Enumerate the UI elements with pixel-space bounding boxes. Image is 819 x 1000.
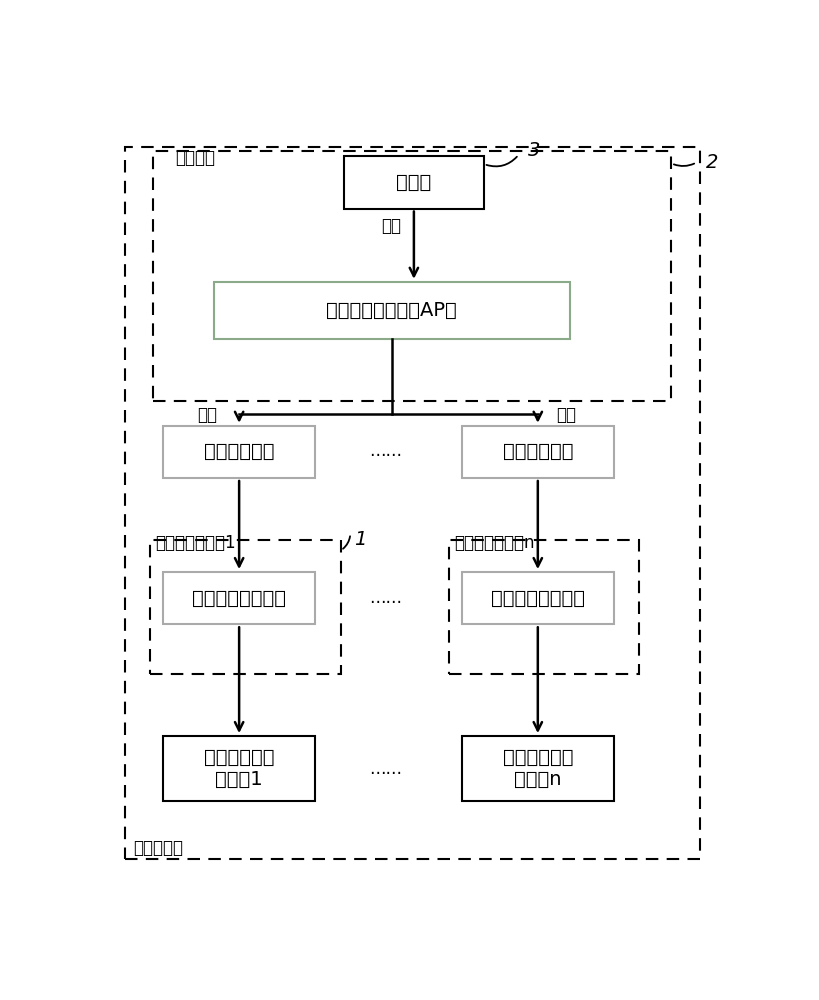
Text: 无线: 无线 [197,406,217,424]
Text: 通信节点单元: 通信节点单元 [502,442,572,461]
Bar [153,151,671,401]
Text: 1: 1 [353,530,365,549]
Text: 数据库: 数据库 [396,173,431,192]
Text: 网络接入点单元（AP）: 网络接入点单元（AP） [326,301,456,320]
Bar [461,426,613,478]
Text: 2: 2 [705,153,718,172]
Text: 网线: 网线 [381,217,401,235]
Text: ……: …… [369,442,401,460]
Bar [344,156,483,209]
Bar [163,736,315,801]
Text: 加速器钢桶: 加速器钢桶 [133,839,183,857]
Text: 节点电压检测器1: 节点电压检测器1 [155,534,236,552]
Text: 3: 3 [527,141,541,160]
Text: 节点电压检测器n: 节点电压检测器n [454,534,534,552]
Text: 通信节点单元: 通信节点单元 [204,442,274,461]
Bar [163,572,315,624]
Bar [214,282,569,339]
Bar [150,540,341,674]
Text: 电压调理采样电路: 电压调理采样电路 [491,589,584,608]
Bar [461,736,613,801]
Bar [448,540,639,674]
Text: 节点网络: 节点网络 [175,149,215,167]
Text: 加速器中电压
待测点1: 加速器中电压 待测点1 [204,748,274,789]
Bar [461,572,613,624]
Bar [163,426,315,478]
Text: ……: …… [369,760,401,778]
Text: 无线: 无线 [556,406,576,424]
Text: 加速器中电压
待测点n: 加速器中电压 待测点n [502,748,572,789]
Text: ……: …… [369,589,401,607]
Text: 电压调理采样电路: 电压调理采样电路 [192,589,286,608]
